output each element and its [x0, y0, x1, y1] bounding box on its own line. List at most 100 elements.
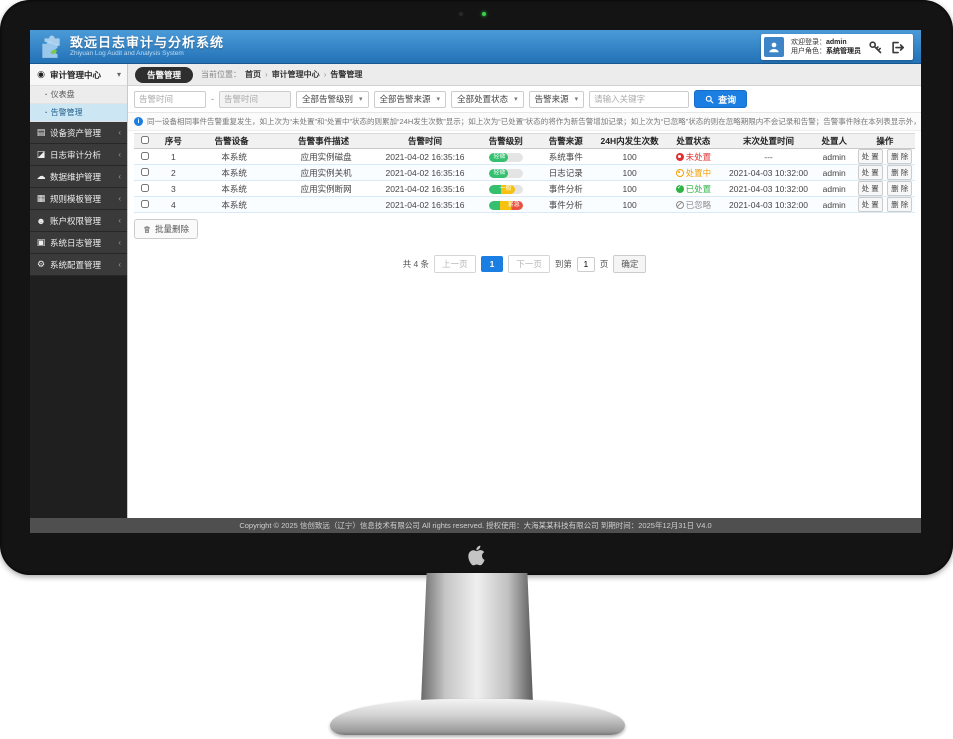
table-row: 4 本系统 2021-04-02 16:35:16 紧急 事件分析 100 已忽… [134, 196, 915, 213]
sidebar-item-device-assets[interactable]: ▤ 设备资产管理 ‹ [30, 122, 127, 144]
cell-seq: 1 [156, 148, 191, 165]
cell-status: 处置中 [663, 164, 724, 181]
alarm-time-from-input[interactable] [134, 90, 206, 108]
keyword-input[interactable] [589, 90, 690, 108]
col-source: 告警来源 [535, 133, 596, 149]
webcam-icon [458, 11, 464, 17]
gauge-icon: ◉ [37, 69, 45, 79]
col-device: 告警设备 [190, 133, 273, 149]
severity-label: 一般 [499, 185, 512, 192]
logout-icon[interactable] [890, 40, 905, 55]
batch-delete-button[interactable]: 批量删除 [134, 219, 199, 239]
sidebar-item-label: 系统配置管理 [50, 259, 102, 270]
cell-count: 100 [595, 148, 664, 165]
cell-source: 事件分析 [535, 196, 596, 213]
handle-status-select[interactable]: 全部处置状态 ▾ [451, 90, 524, 108]
chevron-collapsed-icon: ‹ [118, 194, 121, 203]
cell-count: 100 [595, 164, 664, 181]
monitor-stand-neck [421, 573, 533, 703]
cell-last-time: 2021-04-03 10:32:00 [723, 196, 814, 213]
pagination-total: 共 4 条 [402, 259, 430, 269]
sidebar-item-label: 账户权限管理 [50, 215, 102, 226]
person-icon [769, 42, 779, 53]
table-row: 2 本系统 应用实例关机 2021-04-02 16:35:16 轻微 日志记录… [134, 164, 915, 181]
sidebar-item-alarm-management[interactable]: · 告警管理 [30, 104, 127, 122]
sidebar-item-label: 设备资产管理 [50, 127, 102, 138]
breadcrumb-separator: › [265, 70, 268, 79]
select-value: 全部告警级别 [302, 94, 354, 104]
sidebar-item-system-log[interactable]: ▣ 系统日志管理 ‹ [30, 232, 127, 254]
cell-seq: 3 [156, 180, 191, 197]
alarm-time-to-input[interactable] [219, 90, 291, 108]
monitor-stand-base [330, 699, 625, 735]
cell-status: 未处置 [663, 148, 724, 165]
severity-label: 轻微 [493, 169, 506, 176]
app-footer: Copyright © 2025 信创致远（辽宁）信息技术有限公司 All ri… [30, 518, 921, 533]
select-value: 告警来源 [534, 94, 569, 104]
app-title: 致远日志审计与分析系统 [70, 34, 225, 50]
tab-alarm-management[interactable]: 告警管理 [135, 66, 194, 83]
search-label: 查询 [718, 94, 737, 105]
goto-confirm-button[interactable]: 确定 [613, 255, 647, 273]
col-handler: 处置人 [813, 133, 855, 149]
sidebar-item-log-audit-analysis[interactable]: ◪ 日志审计分析 ‹ [30, 144, 127, 166]
goto-page-input[interactable] [576, 256, 595, 272]
handle-button[interactable]: 处 置 [857, 165, 883, 180]
tab-bar: 告警管理 当前位置： 首页 › 审计管理中心 › 告警管理 [128, 64, 921, 86]
sidebar-item-rule-template[interactable]: ▦ 规则模板管理 ‹ [30, 188, 127, 210]
handle-button[interactable]: 处 置 [857, 181, 883, 196]
change-password-key-icon[interactable] [868, 40, 883, 55]
trash-icon [143, 225, 151, 233]
cloud-icon: ☁ [36, 171, 46, 181]
handle-button[interactable]: 处 置 [857, 197, 883, 212]
select-all-checkbox[interactable] [141, 136, 150, 144]
status-label: 处置中 [685, 167, 712, 178]
sidebar-item-label: 系统日志管理 [50, 237, 102, 248]
user-panel: 欢迎登录：admin 用户角色：系统管理员 [761, 34, 913, 60]
search-button[interactable]: 查询 [694, 90, 748, 108]
app-logo-puzzle-icon [42, 35, 60, 58]
bullet-icon: · [45, 90, 48, 99]
cell-actions: 处 置 删 除 [854, 164, 915, 181]
col-actions: 操作 [854, 133, 915, 149]
delete-button[interactable]: 删 除 [887, 197, 913, 212]
cell-source: 日志记录 [535, 164, 596, 181]
delete-button[interactable]: 删 除 [887, 149, 913, 164]
sidebar-item-dashboard[interactable]: · 仪表盘 [30, 86, 127, 104]
row-checkbox[interactable] [141, 167, 150, 176]
cell-desc [272, 196, 375, 213]
next-page-button[interactable]: 下一页 [508, 255, 550, 273]
alarm-level-select[interactable]: 全部告警级别 ▾ [296, 90, 369, 108]
breadcrumb-alarm-management[interactable]: 告警管理 [330, 70, 363, 79]
alarm-source-field-select[interactable]: 告警来源 ▾ [528, 90, 585, 108]
sidebar-item-system-config[interactable]: ⚙ 系统配置管理 ‹ [30, 254, 127, 276]
breadcrumb-audit-center[interactable]: 审计管理中心 [271, 70, 320, 79]
col-status: 处置状态 [663, 133, 724, 149]
chevron-collapsed-icon: ‹ [118, 260, 121, 269]
sidebar-item-label: 仪表盘 [50, 90, 75, 99]
handle-button[interactable]: 处 置 [857, 149, 883, 164]
delete-button[interactable]: 删 除 [887, 181, 913, 196]
welcome-value: admin [826, 38, 847, 46]
prev-page-button[interactable]: 上一页 [434, 255, 476, 273]
sidebar-item-data-maintenance[interactable]: ☁ 数据维护管理 ‹ [30, 166, 127, 188]
sidebar-item-audit-center[interactable]: ◉ 审计管理中心 ▾ [30, 64, 127, 86]
breadcrumb-home[interactable]: 首页 [245, 70, 262, 79]
row-checkbox[interactable] [141, 151, 150, 160]
alarm-source-select[interactable]: 全部告警来源 ▾ [373, 90, 447, 108]
cell-device: 本系统 [190, 164, 273, 181]
severity-label: 紧急 [507, 201, 520, 208]
grid-icon: ▦ [36, 193, 46, 203]
page-1-button[interactable]: 1 [480, 256, 504, 272]
row-checkbox[interactable] [141, 199, 150, 208]
batch-toolbar: 批量删除 [128, 213, 921, 245]
cell-count: 100 [595, 180, 664, 197]
cell-status: 已忽略 [663, 196, 724, 213]
row-checkbox[interactable] [141, 183, 150, 192]
sidebar-item-account-permission[interactable]: ☻ 账户权限管理 ‹ [30, 210, 127, 232]
delete-button[interactable]: 删 除 [887, 165, 913, 180]
chevron-collapsed-icon: ‹ [118, 128, 121, 137]
notice-text: 同一设备相同事件告警重复发生，如上次为“未处置”和“处置中”状态的则累加“24H… [147, 117, 921, 126]
cell-seq: 2 [156, 164, 191, 181]
cell-count: 100 [595, 196, 664, 213]
